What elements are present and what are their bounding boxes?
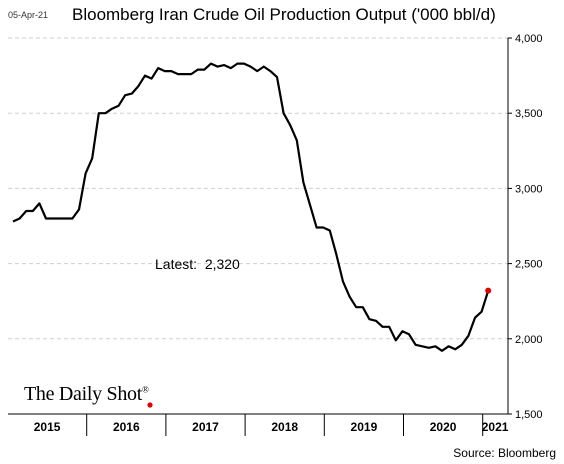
- y-tick-label: 2,000: [515, 334, 543, 346]
- year-label: 2019: [351, 420, 378, 434]
- y-tick-label: 2,500: [515, 259, 543, 271]
- y-tick-label: 3,000: [515, 183, 543, 195]
- latest-value: 2,320: [204, 256, 240, 272]
- report-date: 05-Apr-21: [8, 10, 49, 20]
- chart-title: Bloomberg Iran Crude Oil Production Outp…: [72, 5, 496, 24]
- plot-series: [12, 62, 492, 408]
- registered-mark: ®: [142, 384, 149, 395]
- year-labels: 2015 2016 2017 2018 2019 2020 2021: [34, 420, 509, 434]
- axes: [8, 37, 512, 436]
- brand-dot: [147, 402, 153, 408]
- brand-name: The Daily Shot: [24, 383, 143, 405]
- series-line: [12, 62, 490, 352]
- latest-point-marker: [485, 287, 492, 294]
- y-tick-label: 1,500: [515, 409, 543, 421]
- y-tick-labels: 1,500 2,000 2,500 3,000 3,500 4,000: [515, 33, 543, 421]
- y-tick-label: 4,000: [515, 33, 543, 45]
- year-label: 2015: [34, 420, 61, 434]
- source-note: Source: Bloomberg: [453, 446, 556, 460]
- latest-label: Latest:: [155, 256, 198, 272]
- brand-logo: The Daily Shot®: [24, 383, 149, 406]
- year-label: 2018: [271, 420, 298, 434]
- year-label: 2020: [430, 420, 457, 434]
- year-label: 2017: [192, 420, 219, 434]
- latest-annotation: Latest: 2,320: [155, 256, 240, 272]
- gridlines: [8, 37, 508, 340]
- year-label: 2016: [113, 420, 140, 434]
- year-label: 2021: [482, 420, 509, 434]
- y-tick-label: 3,500: [515, 108, 543, 120]
